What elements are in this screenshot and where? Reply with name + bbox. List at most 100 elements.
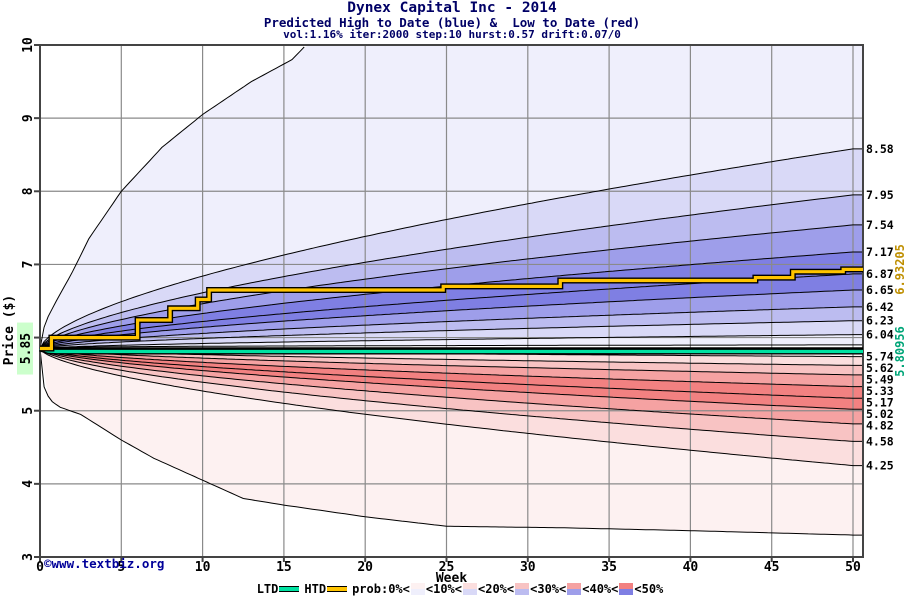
legend-prob-swatch-2: [515, 583, 530, 595]
legend-prob-swatch-3: [567, 583, 582, 595]
legend-prob-swatch-0: [410, 583, 425, 595]
legend-prob-swatch-1: [463, 583, 477, 595]
high-quantile-label: 6.65: [866, 283, 894, 297]
legend-prob-swatch-4: [619, 583, 634, 595]
x-tick-label: 30: [520, 560, 536, 575]
low-quantile-label: 4.82: [866, 419, 894, 433]
quantile-boundary-line-16: [39, 348, 863, 399]
prob-band-high-2: [40, 194, 863, 349]
x-axis-label: Week: [436, 571, 467, 586]
plot-border: [39, 44, 864, 558]
high-quantile-label: 7.54: [866, 218, 894, 232]
quantile-boundary-line-8: [39, 320, 863, 349]
chart-subtitle: Predicted High to Date (blue) & Low to D…: [263, 15, 641, 30]
ltd-line: [39, 346, 863, 354]
ltd-final-value-label: 5.80956: [893, 326, 907, 377]
prob-band-high-4: [40, 252, 863, 349]
legend-prob-label-5: <50%: [634, 582, 664, 596]
y-tick-label: 7: [21, 261, 36, 269]
prob-band-high-8: [40, 320, 863, 349]
quantile-boundary-line-15: [39, 348, 863, 388]
quantile-boundary-line-21: [39, 348, 863, 536]
quantile-boundary-line-10: [39, 344, 863, 349]
quantile-boundary-line-19: [39, 348, 863, 442]
x-tick-label: 0: [36, 560, 44, 575]
start-price-label: 5.85: [19, 333, 34, 364]
quantile-boundary-line-17: [39, 348, 863, 410]
y-tick-label: 8: [21, 187, 36, 195]
x-tick-label: 15: [276, 560, 292, 575]
high-quantile-label: 6.87: [866, 267, 894, 281]
low-quantile-label: 4.58: [866, 434, 894, 448]
quantile-boundary-line-14: [39, 348, 863, 376]
high-quantile-label: 7.95: [866, 188, 894, 202]
quantile-boundary-line-9: [39, 334, 863, 349]
legend-htd-swatch: [327, 586, 348, 592]
low-quantile-label: 5.49: [866, 373, 894, 387]
quantile-boundary-line-18: [39, 348, 863, 425]
legend-prob-label-2: <20%<: [478, 582, 515, 596]
legend-ltd-label: LTD: [256, 582, 279, 596]
high-quantile-label: 6.42: [866, 300, 894, 314]
low-quantile-label: 5.74: [866, 350, 894, 364]
prob-band-high-5: [40, 273, 863, 349]
low-quantile-label: 5.62: [866, 361, 894, 375]
x-tick-label: 10: [195, 560, 211, 575]
legend-ltd-swatch: [279, 586, 300, 592]
x-tick-label: 50: [845, 560, 861, 575]
y-axis-label: Price ($): [2, 295, 17, 365]
copyright-block: ©www.textbiz.org The Research Foundation…: [44, 526, 277, 600]
y-tick-label: 3: [21, 553, 36, 561]
prob-band-high-0: [40, 45, 863, 349]
prob-band-low-6: [40, 348, 863, 424]
low-quantile-label: 5.33: [866, 384, 894, 398]
prob-band-high-1: [40, 148, 863, 349]
chart-header: Dynex Capital Inc - 2014 Predicted High …: [0, 1, 904, 41]
high-quantile-label: 8.58: [866, 142, 894, 156]
legend-prob-label-1: <10%<: [425, 582, 462, 596]
legend-prob-label-0: prob:0%<: [352, 582, 410, 596]
quantile-boundary-line-1: [39, 148, 863, 349]
high-quantile-label: 7.17: [866, 245, 894, 259]
chart-title: Dynex Capital Inc - 2014: [347, 0, 557, 16]
quantile-boundary-line-6: [39, 289, 863, 349]
quantile-boundary-line-2: [39, 194, 863, 349]
quantile-boundary-line-7: [39, 306, 863, 349]
y-tick-label: 4: [21, 480, 36, 488]
prob-band-low-7: [40, 348, 863, 442]
x-tick-label: 45: [764, 560, 780, 575]
htd-final-value-label: 6.93205: [893, 244, 907, 295]
prob-band-low-2: [40, 348, 863, 375]
htd-line: [40, 267, 863, 351]
low-quantile-label: 5.17: [866, 396, 894, 410]
prob-band-low-9: [40, 348, 863, 536]
prob-band-low-0: [40, 348, 863, 357]
chart-params: vol:1.16% iter:2000 step:10 hurst:0.57 d…: [283, 28, 621, 41]
high-quantile-label: 6.23: [866, 314, 894, 328]
low-quantile-label: 4.25: [866, 459, 894, 473]
copyright-url: ©www.textbiz.org: [44, 556, 165, 571]
legend: LTD HTD prob:0%< <10%< <20%< <30%< <40%< <50%: [0, 582, 920, 596]
legend-prob-label-4: <40%<: [582, 582, 619, 596]
y-tick-label: 9: [21, 114, 36, 122]
quantile-boundary-line-0: [39, 46, 305, 349]
prob-band-high-3: [40, 224, 863, 349]
x-tick-label: 20: [357, 560, 373, 575]
prob-band-low-8: [40, 348, 863, 466]
quantile-boundary-line-20: [39, 348, 863, 467]
y-tick-label: 5: [21, 407, 36, 415]
x-tick-label: 5: [117, 560, 125, 575]
prob-band-high-6: [40, 290, 863, 349]
x-tick-label: 40: [683, 560, 699, 575]
y-tick-label: 10: [21, 37, 36, 53]
prob-band-low-3: [40, 348, 863, 387]
legend-htd-label: HTD: [304, 582, 327, 596]
high-quantile-label: 6.04: [866, 328, 894, 342]
legend-prob-label-3: <30%<: [530, 582, 567, 596]
x-tick-label: 35: [601, 560, 617, 575]
prob-band-high-7: [40, 306, 863, 349]
prob-band-low-5: [40, 348, 863, 410]
x-tick-label: 25: [439, 560, 455, 575]
